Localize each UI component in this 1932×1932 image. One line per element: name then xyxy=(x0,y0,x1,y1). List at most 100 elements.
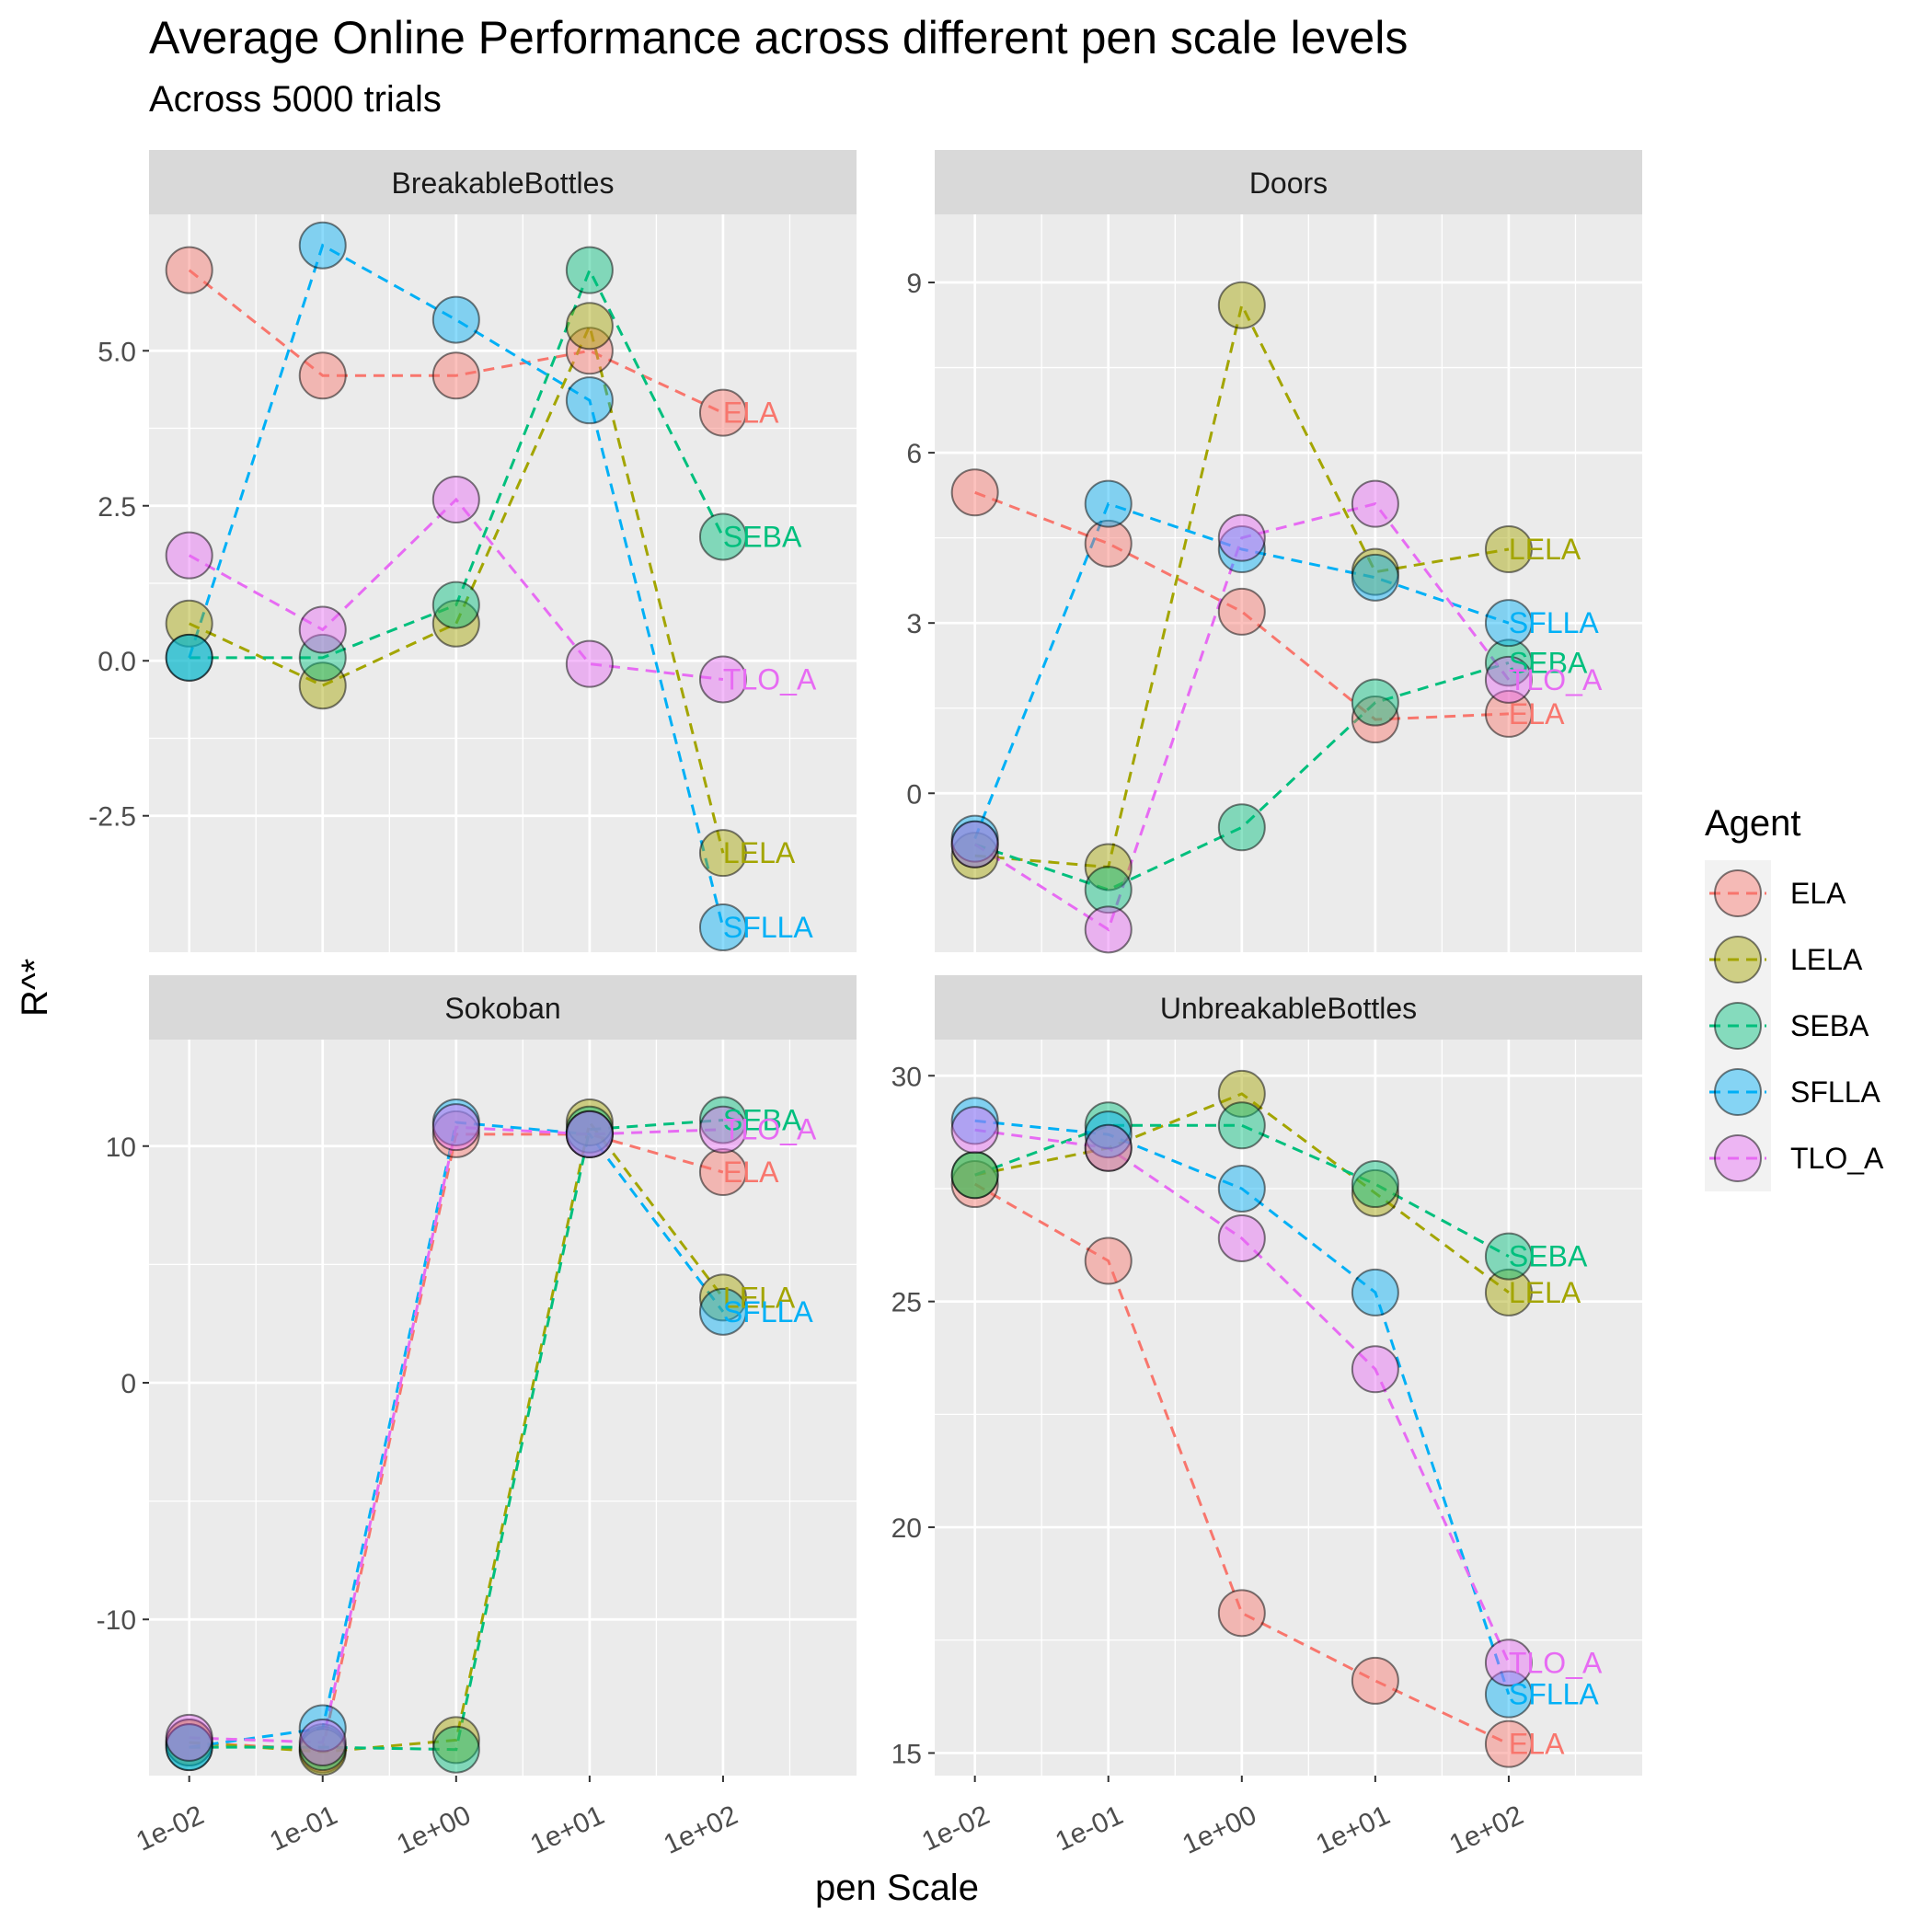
point-SFLLA xyxy=(298,221,347,270)
point-ELA xyxy=(698,388,747,437)
series-end-label: SFLLA xyxy=(1509,1678,1599,1711)
panel-background xyxy=(935,214,1642,952)
point-TLO_A xyxy=(431,476,480,524)
series-end-label: ELA xyxy=(723,397,779,430)
y-tick-label: 5.0 xyxy=(98,337,136,367)
series-end-label: SEBA xyxy=(723,1103,802,1136)
y-tick-label: 10 xyxy=(106,1133,136,1163)
point-TLO_A xyxy=(565,639,614,688)
point-ELA xyxy=(1217,587,1266,636)
point-LELA xyxy=(698,1273,747,1322)
point-TLO_A xyxy=(1084,1123,1133,1172)
point-SEBA xyxy=(1084,866,1133,914)
point-SEBA xyxy=(1484,638,1533,687)
series-line-SFLLA xyxy=(188,243,725,928)
series-end-label: TLO_A xyxy=(723,662,817,696)
y-tick-label: 20 xyxy=(891,1513,922,1544)
point-TLO_A xyxy=(1484,1639,1533,1687)
point-SFLLA xyxy=(698,1287,747,1336)
series-line-SEBA xyxy=(189,267,725,660)
x-tick-label: 1e-02 xyxy=(917,1800,994,1857)
y-tick-label: 0.0 xyxy=(98,647,136,677)
point-SFLLA xyxy=(1084,479,1133,528)
panel-background xyxy=(149,1040,857,1776)
series-end-label: SFLLA xyxy=(1509,606,1599,639)
point-TLO_A xyxy=(298,1718,347,1766)
point-TLO_A xyxy=(1351,1345,1399,1394)
point-SEBA xyxy=(1217,803,1266,852)
point-SEBA xyxy=(1217,1101,1266,1150)
x-tick-label: 1e-01 xyxy=(1051,1800,1127,1857)
point-TLO_A xyxy=(165,1713,213,1762)
chart-subtitle: Across 5000 trials xyxy=(149,79,442,120)
facet-strip xyxy=(935,975,1642,1040)
series-end-label: LELA xyxy=(1509,1276,1581,1309)
point-ELA xyxy=(165,246,213,294)
y-tick-label: -2.5 xyxy=(88,802,136,833)
series-line-ELA xyxy=(973,1182,1510,1745)
series-end-label: ELA xyxy=(1509,697,1565,730)
series-end-label: LELA xyxy=(1509,533,1581,566)
series-end-label: TLO_A xyxy=(1509,663,1603,696)
point-ELA xyxy=(565,327,614,375)
panel-BreakableBottles: BreakableBottles -2.5 0.0 2.5 5.0 ELA LELA SEBA… xyxy=(88,150,857,952)
point-SFLLA xyxy=(1484,599,1533,648)
series-line-SEBA xyxy=(189,1119,724,1752)
point-LELA xyxy=(431,599,480,648)
series-line-TLO_A xyxy=(188,497,724,681)
legend-key-point xyxy=(1714,936,1762,983)
point-SFLLA xyxy=(298,1704,347,1753)
point-SFLLA xyxy=(1351,1268,1399,1317)
point-ELA xyxy=(1484,1719,1533,1768)
point-ELA xyxy=(431,1110,480,1158)
facet-strip xyxy=(935,150,1642,214)
y-tick-label: 2.5 xyxy=(98,492,136,523)
point-LELA xyxy=(1484,524,1533,573)
series-line-ELA xyxy=(188,269,724,415)
x-tick-label: 1e+00 xyxy=(392,1800,475,1860)
x-tick-label: 1e-01 xyxy=(265,1800,341,1857)
legend-label: LELA xyxy=(1790,943,1863,976)
panel-background xyxy=(935,1040,1642,1776)
facet-title: Doors xyxy=(1249,167,1328,200)
point-TLO_A xyxy=(698,655,747,704)
y-tick-label: 6 xyxy=(906,439,922,469)
point-LELA xyxy=(950,832,999,880)
point-ELA xyxy=(431,351,480,400)
legend-label: SFLLA xyxy=(1790,1075,1880,1109)
series-end-label: SFLLA xyxy=(723,911,813,944)
point-SEBA xyxy=(1351,1160,1399,1209)
point-SFLLA xyxy=(431,295,480,344)
series-line-ELA xyxy=(189,1133,724,1752)
point-LELA xyxy=(698,829,747,878)
series-line-ELA xyxy=(974,490,1509,721)
series-end-label: TLO_A xyxy=(1509,1646,1603,1679)
point-ELA xyxy=(1217,1589,1266,1638)
point-LELA xyxy=(1484,1268,1533,1317)
x-axis-label: pen Scale xyxy=(815,1868,979,1908)
point-TLO_A xyxy=(950,820,999,868)
point-ELA xyxy=(1351,1656,1399,1705)
series-line-LELA xyxy=(189,321,725,854)
point-LELA xyxy=(565,302,614,351)
point-TLO_A xyxy=(950,1106,999,1155)
facet-strip xyxy=(149,975,857,1040)
point-TLO_A xyxy=(1217,1213,1266,1262)
facet-title: UnbreakableBottles xyxy=(1160,992,1417,1025)
y-tick-label: 15 xyxy=(891,1739,922,1769)
legend-key-point xyxy=(1714,869,1762,917)
point-LELA xyxy=(565,1098,614,1147)
chart-title: Average Online Performance across differ… xyxy=(149,12,1409,63)
point-ELA xyxy=(950,468,999,517)
series-end-label: SEBA xyxy=(1509,1240,1588,1273)
point-TLO_A xyxy=(1484,655,1533,704)
x-tick-label: 1e+00 xyxy=(1178,1800,1260,1860)
point-TLO_A xyxy=(565,1110,614,1158)
panel-UnbreakableBottles: UnbreakableBottles 15 20 25 30 1e-02 1e-01 1e+0… xyxy=(891,975,1642,1860)
facet-title: BreakableBottles xyxy=(392,167,615,200)
point-TLO_A xyxy=(1351,479,1399,528)
y-tick-label: 0 xyxy=(121,1369,136,1399)
panel-Sokoban: Sokoban -10 0 10 1e-02 1e-01 1e+00 1e+01 1e+02 EL… xyxy=(97,975,857,1860)
series-line-TLO_A xyxy=(973,501,1511,932)
point-TLO_A xyxy=(431,1103,480,1152)
